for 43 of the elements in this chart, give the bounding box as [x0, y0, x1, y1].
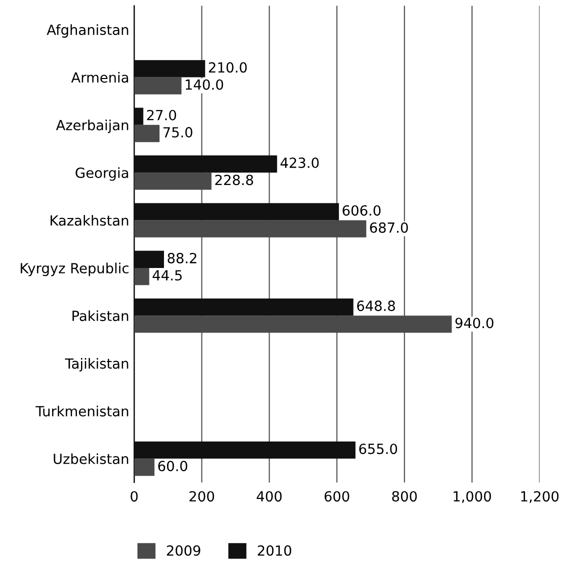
data-label: 44.5 — [152, 270, 182, 281]
data-label: 60.0 — [158, 460, 188, 472]
bar — [134, 203, 339, 220]
bar — [134, 155, 278, 173]
data-label: 655.0 — [359, 444, 398, 454]
y-tick-label: Afghanistan — [46, 24, 128, 38]
x-tick-label: 1,200 — [521, 491, 559, 503]
y-tick-label: Pakistan — [72, 310, 128, 322]
bar — [134, 108, 144, 125]
data-label: 687.0 — [370, 222, 408, 233]
y-tick-label: Tajikistan — [64, 358, 128, 372]
y-tick-label: Uzbekistan — [54, 453, 128, 464]
data-label: 75.0 — [163, 127, 192, 138]
legend-label: 2009 — [166, 545, 200, 556]
bar — [134, 77, 182, 94]
data-label: 606.0 — [342, 205, 381, 216]
data-label: 228.8 — [215, 174, 254, 186]
x-tick-label: 200 — [190, 491, 214, 502]
x-tick-label: 600 — [324, 491, 350, 502]
x-tick-label: 800 — [392, 491, 417, 502]
bar — [134, 458, 154, 476]
y-tick-label: Azerbaijan — [56, 120, 128, 134]
y-tick-label: Turkmenistan — [36, 406, 128, 416]
data-label: 27.0 — [147, 110, 176, 120]
y-tick-label: Kyrgyz Republic — [20, 262, 128, 276]
bar — [134, 298, 354, 316]
y-tick-label: Georgia — [76, 167, 128, 181]
y-tick-label: Armenia — [71, 72, 128, 83]
data-label: 140.0 — [186, 79, 224, 90]
bar — [134, 441, 356, 459]
data-label: 210.0 — [208, 62, 247, 73]
legend-label: 2010 — [258, 545, 292, 556]
bar — [134, 250, 164, 268]
data-label: 648.8 — [357, 300, 395, 312]
data-label: 88.2 — [168, 252, 196, 264]
x-tick-label: 0 — [130, 491, 138, 502]
data-label: 423.0 — [280, 158, 319, 168]
bar — [134, 60, 206, 78]
bar — [134, 268, 150, 286]
data-label: 940.0 — [455, 318, 494, 328]
y-tick-label: Kazakhstan — [50, 214, 128, 226]
x-tick-label: 1,000 — [454, 491, 491, 503]
x-tick-label: 400 — [256, 491, 282, 502]
